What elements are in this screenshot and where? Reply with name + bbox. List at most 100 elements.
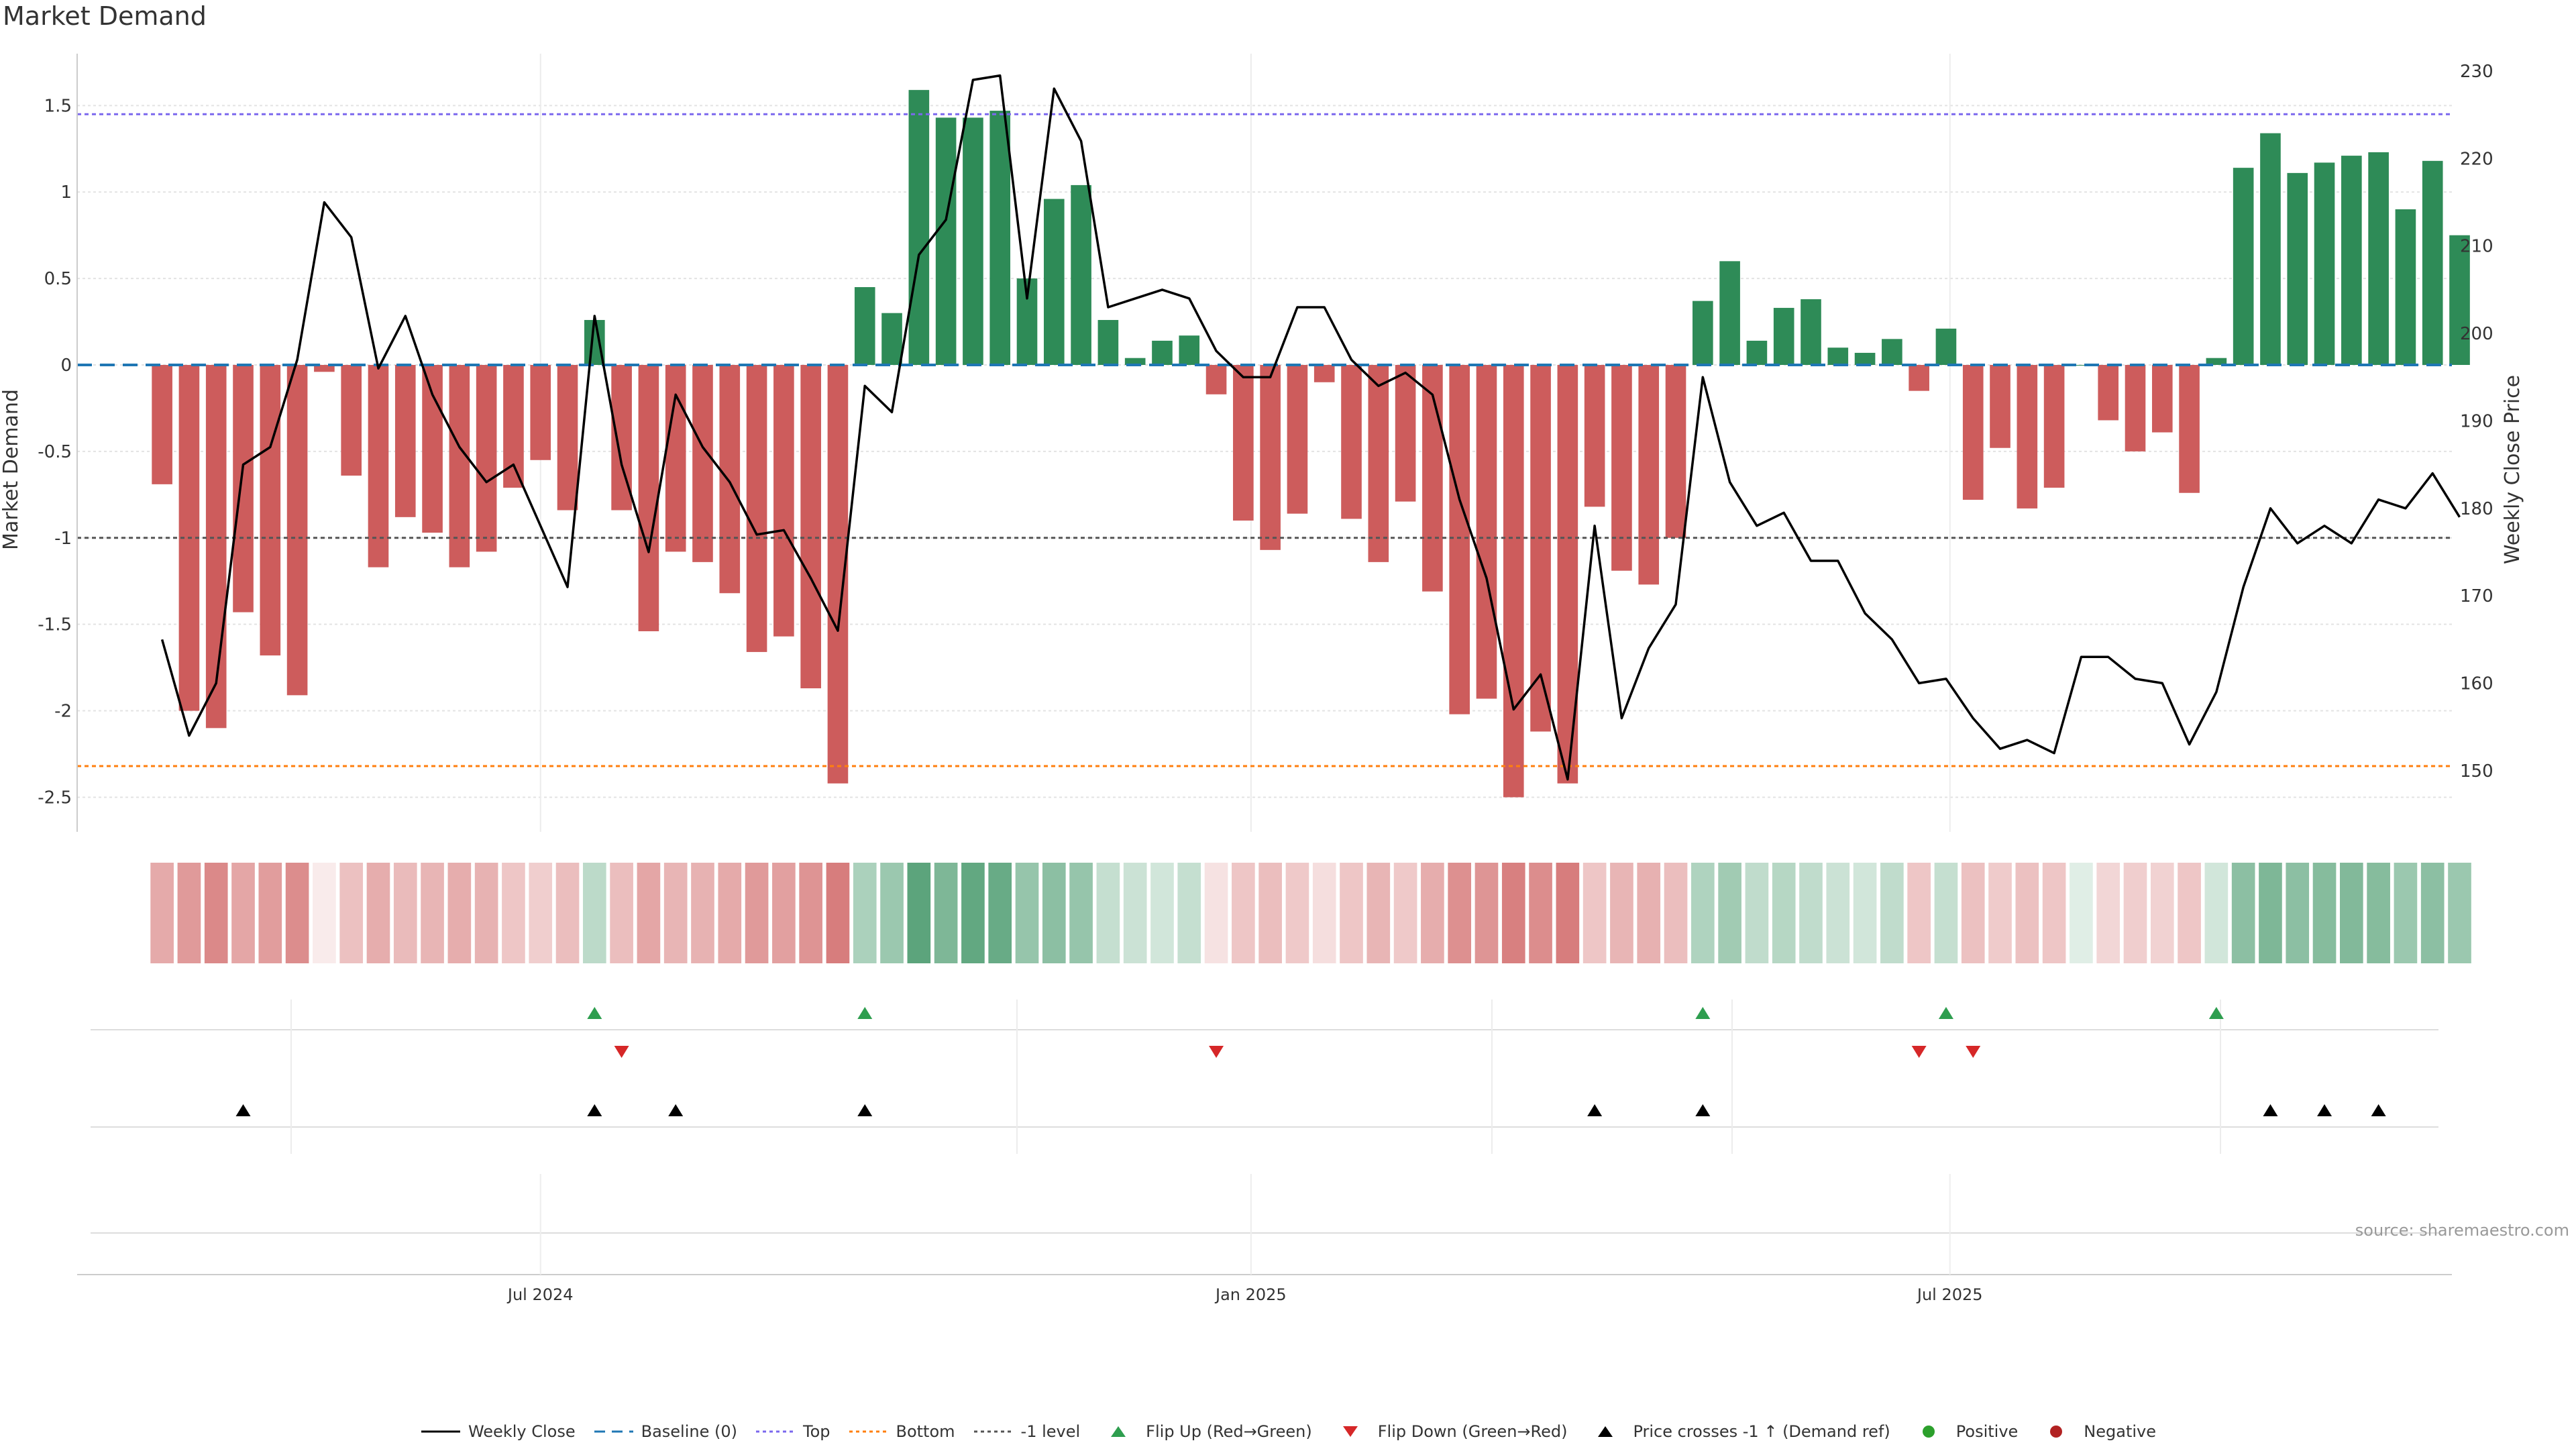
demand-bar xyxy=(1665,365,1686,538)
demand-bar xyxy=(1719,261,1740,365)
demand-bar xyxy=(2043,365,2065,488)
demand-bar xyxy=(1801,299,1821,365)
demand-bar xyxy=(557,365,578,511)
demand-bar xyxy=(1746,340,1768,365)
demand-bar xyxy=(1368,365,1389,562)
strip-cell xyxy=(285,863,309,963)
strip-cell xyxy=(934,863,958,963)
demand-bar xyxy=(963,117,983,365)
strip-cell xyxy=(1799,863,1823,963)
demand-bar xyxy=(665,365,686,552)
legend-label: Price crosses -1 ↑ (Demand ref) xyxy=(1633,1422,1890,1441)
demand-bar xyxy=(1530,365,1551,732)
strip-cell xyxy=(1150,863,1174,963)
y2-tick-label: 190 xyxy=(2460,411,2493,431)
y-tick-label: 1.5 xyxy=(44,96,72,116)
strip-cell xyxy=(772,863,796,963)
demand-bar xyxy=(2260,133,2281,366)
demand-bar xyxy=(1124,358,1146,365)
demand-bar xyxy=(1071,184,1091,365)
y2-tick-label: 200 xyxy=(2460,324,2493,344)
legend-label: Bottom xyxy=(896,1422,955,1441)
strip-cell xyxy=(2204,863,2229,963)
strip-cell xyxy=(1232,863,1255,963)
y-tick-label: 0 xyxy=(60,356,72,376)
strip-cell xyxy=(1285,863,1309,963)
minus_one-legend-symbol xyxy=(973,1430,1013,1433)
demand-bar xyxy=(773,365,794,637)
demand-bar xyxy=(2017,365,2038,508)
strip-cell xyxy=(529,863,553,963)
strip-cell xyxy=(1745,863,1769,963)
strip-cell xyxy=(1582,863,1607,963)
strip-cell xyxy=(1556,863,1580,963)
strip-cell xyxy=(637,863,661,963)
demand-bar xyxy=(286,365,308,696)
cross-legend-symbol xyxy=(1598,1426,1613,1437)
y-tick-label: -2.5 xyxy=(38,788,72,808)
demand-bar xyxy=(1476,365,1497,699)
demand-bar xyxy=(854,287,875,365)
strip-cell xyxy=(2096,863,2121,963)
strip-cell xyxy=(502,863,525,963)
demand-bar xyxy=(314,365,335,372)
legend-label: Baseline (0) xyxy=(641,1422,737,1441)
strip-cell xyxy=(1826,863,1850,963)
demand-bar xyxy=(1962,365,1984,500)
strip-cell xyxy=(313,863,336,963)
demand-bar xyxy=(1882,339,1902,365)
negative-legend-symbol xyxy=(2050,1426,2063,1438)
strip-cell xyxy=(1880,863,1904,963)
legend-label: -1 level xyxy=(1020,1422,1081,1441)
legend-label: Top xyxy=(803,1422,830,1441)
y-tick-label: -2 xyxy=(54,702,72,722)
strip-cell xyxy=(1637,863,1661,963)
demand-bar xyxy=(2422,160,2443,366)
strip-cell xyxy=(2231,863,2255,963)
price-line-layer xyxy=(160,74,2461,781)
demand-bar xyxy=(1043,199,1065,365)
demand-bar xyxy=(1287,365,1308,514)
y2-tick-label: 230 xyxy=(2460,62,2493,82)
demand-bar xyxy=(1584,365,1605,507)
demand-bar xyxy=(1827,347,1849,365)
price-cross-marker xyxy=(1587,1104,1603,1116)
legend-item-negative: Negative xyxy=(2035,1422,2156,1441)
legend-item-bottom: Bottom xyxy=(848,1422,955,1441)
demand-bar xyxy=(1205,365,1227,394)
strip-cell xyxy=(1664,863,1688,963)
demand-bar xyxy=(260,365,281,656)
strip-cell xyxy=(1096,863,1120,963)
demand-bar xyxy=(1395,365,1416,502)
demand-bar xyxy=(205,365,227,729)
strip-cell xyxy=(718,863,742,963)
demand-bar xyxy=(908,90,930,365)
demand-bar xyxy=(476,365,497,552)
flip-up-legend-marker xyxy=(1111,1426,1126,1437)
demand-bar xyxy=(2233,168,2254,365)
legend-item-cross: Price crosses -1 ↑ (Demand ref) xyxy=(1585,1422,1890,1441)
strip-cell xyxy=(2123,863,2147,963)
strip-cell xyxy=(1393,863,1417,963)
y-tick-label: -1 xyxy=(54,529,72,549)
strip-cell xyxy=(1366,863,1391,963)
demand-bar xyxy=(1422,365,1443,592)
demand-bar xyxy=(1638,365,1660,585)
strip-cell xyxy=(2286,863,2310,963)
price-cross-marker xyxy=(2263,1104,2278,1116)
strip-cell xyxy=(2259,863,2282,963)
strip-cell xyxy=(204,863,228,963)
demand-bar xyxy=(746,365,767,652)
weekly-close-line xyxy=(160,74,2461,781)
y2-tick-label: 160 xyxy=(2460,674,2493,694)
flip-up-marker xyxy=(1938,1007,1953,1019)
strip-cell xyxy=(2070,863,2093,963)
strip-cell xyxy=(2367,863,2390,963)
demand-bar xyxy=(152,365,172,484)
strip-cell xyxy=(421,863,444,963)
demand-bar xyxy=(1990,365,2010,448)
demand-bar xyxy=(2449,235,2470,365)
demand-bar xyxy=(2098,365,2119,421)
price-cross-marker xyxy=(1695,1104,1711,1116)
legend: Weekly Close Baseline (0) Top Bottom -1 leve… xyxy=(0,1422,2576,1441)
